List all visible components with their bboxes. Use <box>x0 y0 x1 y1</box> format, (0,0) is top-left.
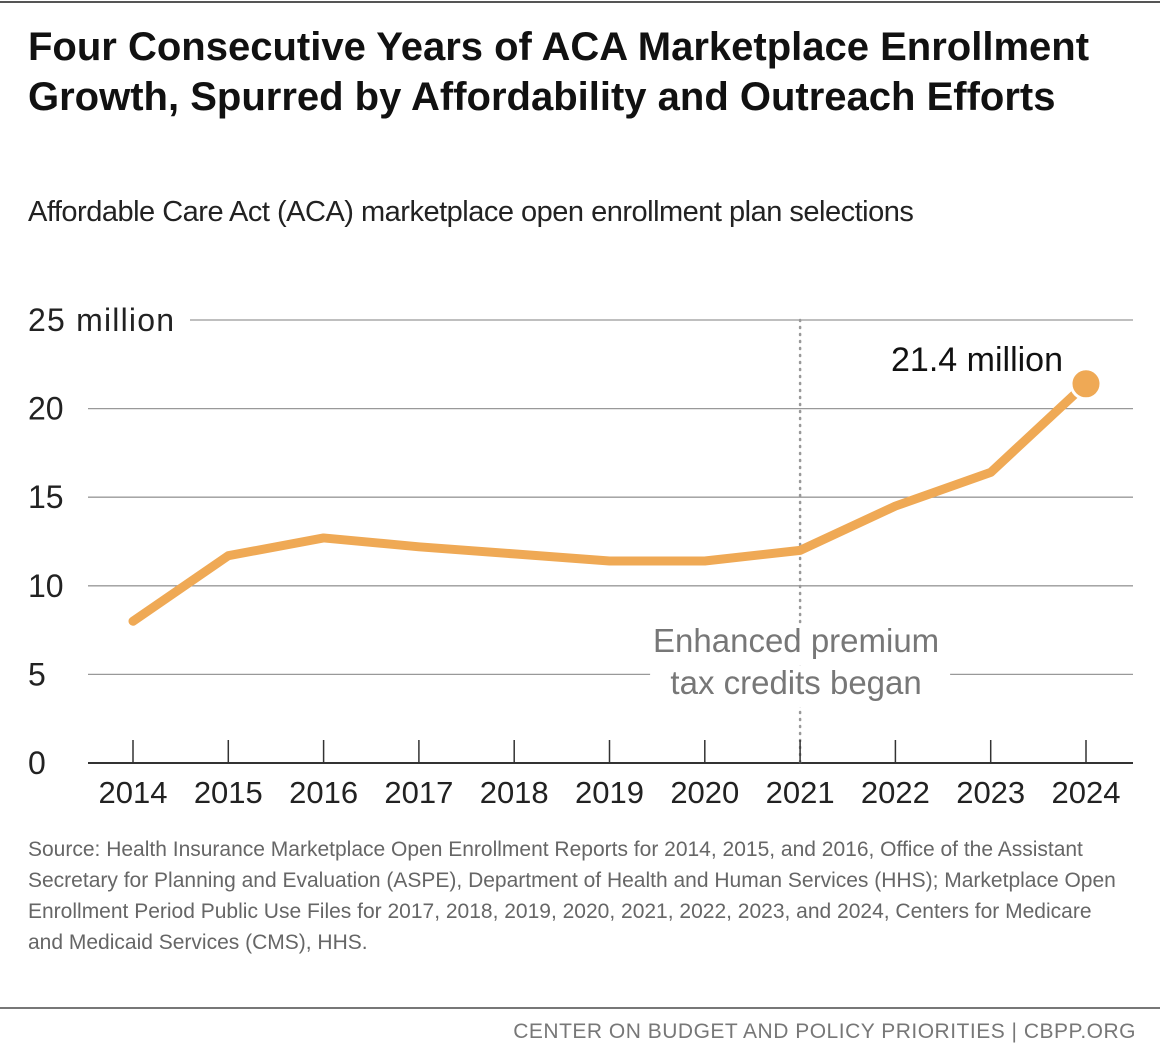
y-tick-label: 10 <box>28 568 64 604</box>
y-tick-label: 25 million <box>28 302 174 338</box>
top-rule <box>0 1 1160 3</box>
line-chart: 0 5 10 15 20 25 million Enhanced premium tax cr… <box>28 302 1133 810</box>
x-tick-label: 2018 <box>480 775 549 810</box>
x-tick-label: 2023 <box>956 775 1025 810</box>
x-tick-label: 2019 <box>575 775 644 810</box>
endpoint-value-label: 21.4 million <box>891 341 1063 379</box>
x-tick-label: 2021 <box>766 775 835 810</box>
data-point-endpoint <box>1069 367 1103 401</box>
bottom-rule <box>0 1007 1160 1009</box>
y-tick-label: 20 <box>28 391 64 427</box>
y-tick-label: 5 <box>28 656 46 692</box>
annotation-label-bg <box>650 667 951 707</box>
x-tick-label: 2022 <box>861 775 930 810</box>
y-tick-label: 15 <box>28 479 64 515</box>
x-tick-label: 2016 <box>289 775 358 810</box>
x-tick-label: 2020 <box>670 775 739 810</box>
x-tick-label: 2017 <box>384 775 453 810</box>
chart-title: Four Consecutive Years of ACA Marketplac… <box>28 25 1090 119</box>
annotation-label: Enhanced premium <box>653 622 939 659</box>
x-tick-label: 2015 <box>194 775 263 810</box>
source-note: Source: Health Insurance Marketplace Ope… <box>28 838 1116 954</box>
chart-subtitle: Affordable Care Act (ACA) marketplace op… <box>28 196 914 228</box>
annotation-label: tax credits began <box>670 664 921 701</box>
footer-credit: CENTER ON BUDGET AND POLICY PRIORITIES |… <box>513 1020 1136 1043</box>
x-tick-label: 2024 <box>1052 775 1121 810</box>
y-tick-label: 0 <box>28 745 46 781</box>
x-tick-label: 2014 <box>99 775 168 810</box>
annotation-label-bg <box>650 625 951 665</box>
